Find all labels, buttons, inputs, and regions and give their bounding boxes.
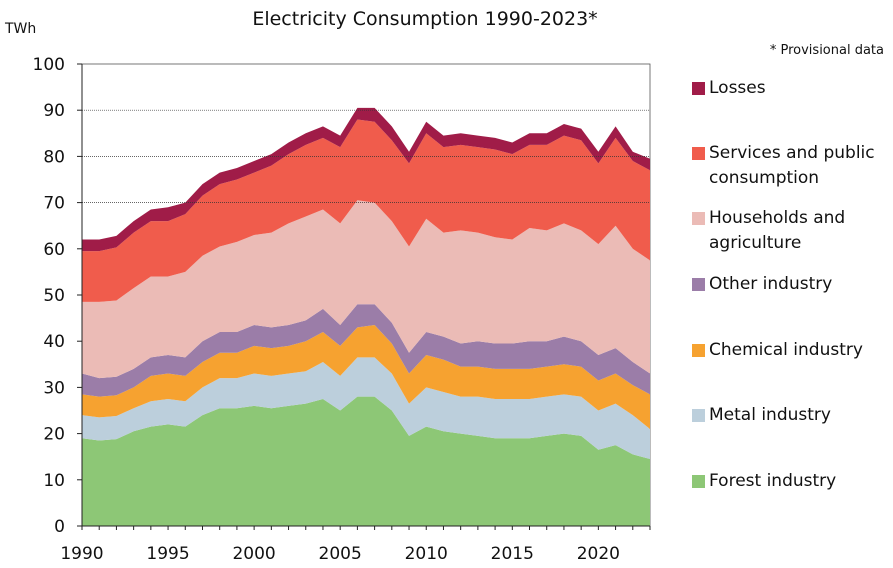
y-axis-unit-label: TWh [4,21,36,37]
x-tick-label: 2005 [319,544,362,564]
legend-swatch [692,475,705,488]
area-services-and-public-consumption [82,119,650,302]
area-chemical-industry [82,325,650,429]
legend-label: Losses [709,78,766,98]
y-tick-label: 70 [43,194,65,214]
chart-title: Electricity Consumption 1990-2023* [252,8,597,30]
x-tick-label: 1995 [146,544,189,564]
legend-swatch [692,212,705,225]
stacked-areas [82,107,650,526]
y-tick-label: 100 [33,55,65,75]
gridlines [82,109,650,203]
y-tick-label: 20 [43,425,65,445]
legend-label: Services and public consumption [709,143,875,188]
y-tick-label: 30 [43,378,65,398]
y-tick-label: 90 [43,101,65,121]
y-tick-label: 80 [43,147,65,167]
x-tick-label: 2015 [491,544,534,564]
legend-swatch [692,82,705,95]
y-tick-label: 60 [43,240,65,260]
y-tick-label: 50 [43,286,65,306]
y-tick-label: 10 [43,471,65,491]
area-metal-industry [82,357,650,460]
legend-label: Chemical industry [709,340,863,360]
legend-swatch [692,278,705,291]
legend-label: Other industry [709,274,833,294]
legend-swatch [692,147,705,160]
legend-label: Metal industry [709,405,831,425]
x-tick-label: 2010 [405,544,448,564]
legend-label: Forest industry [709,471,837,491]
legend-swatch [692,344,705,357]
legend-label: Households and agriculture [709,208,846,253]
axes: 0 10 20 30 40 50 60 70 80 90 100 1990 1995 2000 2005 20… [33,55,651,564]
area-forest-industry [82,396,650,526]
area-households-and-agriculture [82,200,650,379]
area-losses [82,107,650,252]
provisional-note: * Provisional data [770,43,884,58]
y-tick-label: 40 [43,332,65,352]
legend-swatch [692,409,705,422]
y-tick-label: 0 [54,517,65,537]
area-other-industry [82,304,650,397]
x-tick-label: 1990 [60,544,103,564]
x-tick-label: 2020 [577,544,620,564]
x-tick-label: 2000 [232,544,275,564]
